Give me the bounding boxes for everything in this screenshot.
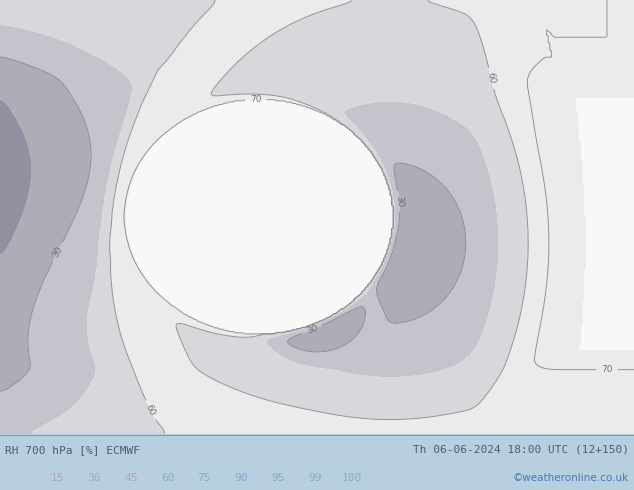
Text: 90: 90 — [235, 472, 248, 483]
Text: 30: 30 — [306, 323, 320, 336]
Text: 60: 60 — [486, 72, 497, 85]
Text: 45: 45 — [124, 472, 138, 483]
Text: RH 700 hPa [%] ECMWF: RH 700 hPa [%] ECMWF — [5, 445, 140, 455]
Text: ©weatheronline.co.uk: ©weatheronline.co.uk — [513, 472, 629, 483]
Text: 60: 60 — [161, 472, 174, 483]
Text: 15: 15 — [50, 472, 64, 483]
Text: 70: 70 — [250, 95, 262, 104]
Text: 75: 75 — [198, 472, 211, 483]
Text: 60: 60 — [144, 403, 157, 417]
Text: 100: 100 — [342, 472, 362, 483]
Text: 30: 30 — [87, 472, 101, 483]
Text: 70: 70 — [601, 365, 612, 374]
Text: 95: 95 — [271, 472, 285, 483]
Text: Th 06-06-2024 18:00 UTC (12+150): Th 06-06-2024 18:00 UTC (12+150) — [413, 445, 629, 455]
Text: 30: 30 — [394, 195, 404, 207]
Text: 99: 99 — [308, 472, 322, 483]
Text: 30: 30 — [51, 245, 64, 259]
